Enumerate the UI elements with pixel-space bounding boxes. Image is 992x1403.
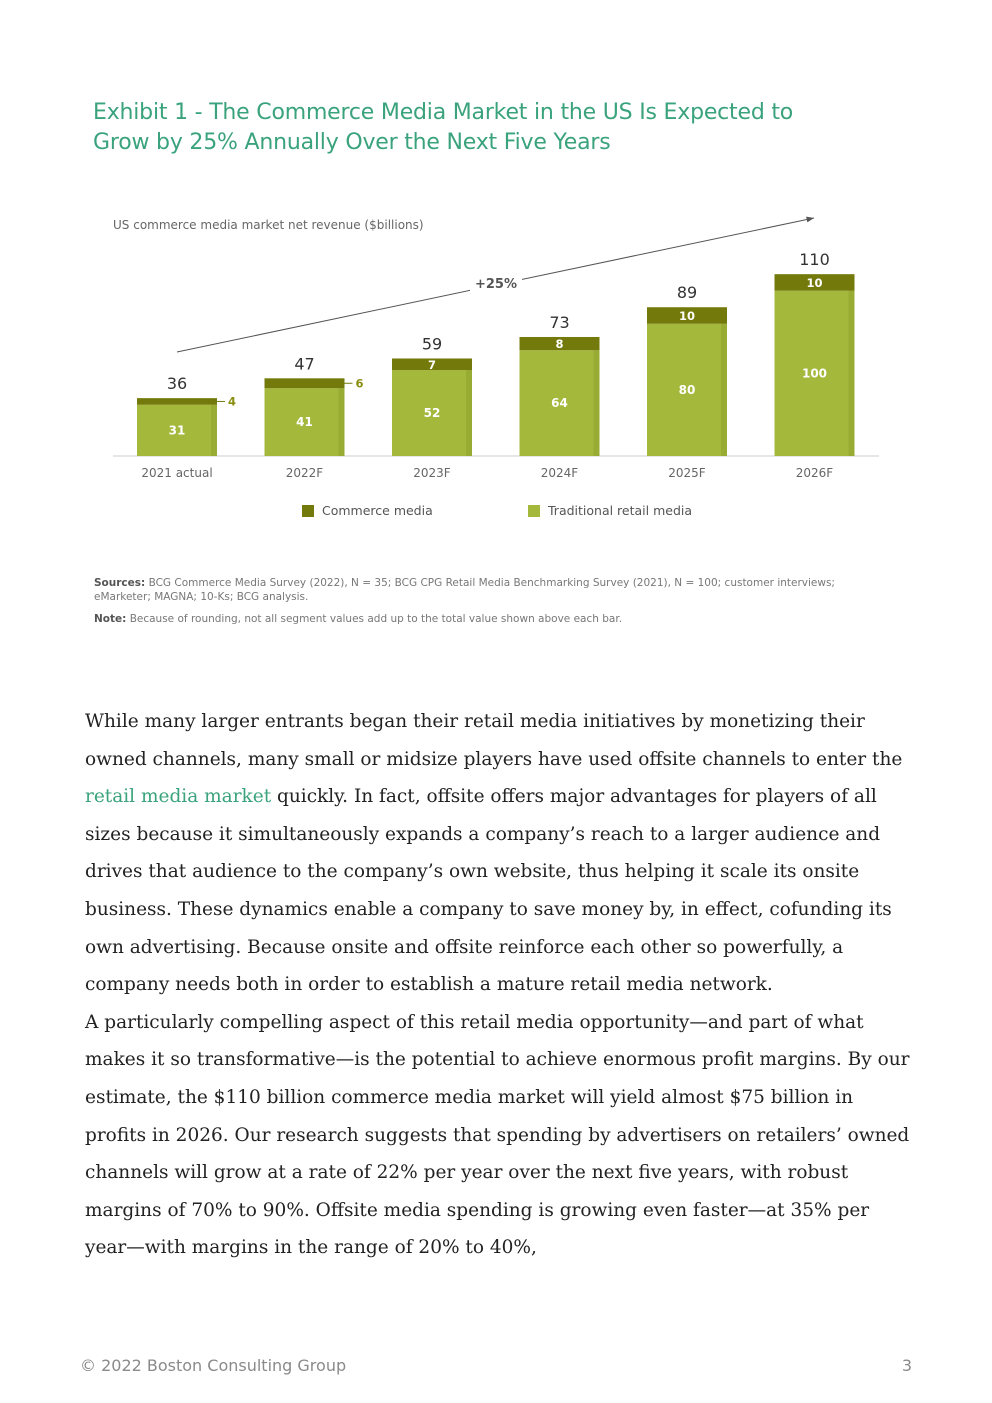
data-label-commerce: 7 [428,358,436,372]
data-label-commerce: 10 [806,276,822,290]
x-tick-label: 2026F [796,466,834,480]
exhibit-title: Exhibit 1 - The Commerce Media Market in… [93,98,853,158]
paragraph-2: A particularly compelling aspect of this… [85,1011,910,1259]
bar-traditional-shade [466,370,472,456]
data-label-total: 47 [294,354,314,373]
legend-label-commerce-media: Commerce media [322,503,433,518]
bar-traditional-retail-media [392,370,472,456]
body-text: While many larger entrants began their r… [85,703,915,1267]
bar-traditional-shade [338,388,345,456]
data-label-traditional: 80 [679,383,696,397]
data-label-commerce: 8 [555,337,563,351]
bar-traditional-retail-media [774,290,855,456]
bar-traditional-shade [593,350,600,456]
bar-commerce-media [647,307,727,324]
page-number: 3 [901,1356,912,1375]
data-label-total: 110 [799,250,830,269]
x-tick-label: 2024F [541,466,579,480]
exhibit-title-line-2: Grow by 25% Annually Over the Next Five … [93,130,611,155]
bar-traditional-shade [848,290,855,456]
legend-swatch-commerce-media [302,505,314,517]
sources-label: Sources: [94,577,146,589]
data-label-traditional: 100 [802,366,827,380]
x-tick-label: 2022F [286,466,324,480]
bar-traditional-shade [211,404,217,456]
exhibit-title-line-1: Exhibit 1 - The Commerce Media Market in… [93,100,794,125]
bar-traditional-retail-media [519,350,600,456]
rounding-note: Note: Because of rounding, not all segme… [94,612,894,626]
paragraph-1-end: quickly. In fact, offsite offers major a… [85,786,892,996]
y-axis-label: US commerce media market net revenue ($b… [113,218,424,232]
paragraph-1-start: While many larger entrants began their r… [85,711,903,770]
data-label-traditional: 41 [296,415,313,429]
bar-commerce-media [392,358,472,371]
note-label: Note: [94,613,127,625]
data-label-commerce: 6 [356,376,364,390]
bar-traditional-shade [721,323,727,456]
paragraph-1: While many larger entrants began their r… [85,703,915,1004]
retail-media-market-link[interactable]: retail media market [85,786,272,808]
growth-label-bg [470,271,522,291]
sources-text: BCG Commerce Media Survey (2022), N = 35… [94,577,835,603]
data-label-traditional: 31 [169,423,186,437]
growth-arrow-head [806,216,814,223]
chart-canvas: US commerce media market net revenue ($b… [113,216,879,518]
bar-traditional-retail-media [647,323,727,456]
bar-commerce-media [264,378,345,389]
data-label-traditional: 52 [424,406,441,420]
stacked-bar-chart: US commerce media market net revenue ($b… [100,205,890,535]
data-label-total: 89 [677,283,697,302]
bar-traditional-retail-media [137,404,217,456]
x-tick-label: 2021 actual [141,466,212,480]
legend-label-traditional-retail-media: Traditional retail media [547,503,692,518]
legend-swatch-traditional-retail-media [528,505,540,517]
bar-traditional-retail-media [264,388,345,456]
bar-commerce-media [774,274,855,291]
growth-label: +25% [475,277,517,292]
footer-copyright: © 2022 Boston Consulting Group [80,1356,347,1375]
data-label-total: 73 [549,313,569,332]
data-label-commerce: 4 [228,394,236,408]
x-tick-label: 2025F [668,466,706,480]
data-label-traditional: 64 [551,396,568,410]
bar-commerce-media [137,398,217,405]
data-label-total: 36 [167,374,187,393]
bar-commerce-media [519,336,600,351]
data-label-total: 59 [422,334,442,353]
note-text: Because of rounding, not all segment val… [129,613,623,625]
sources-note: Sources: BCG Commerce Media Survey (2022… [94,576,894,604]
x-tick-label: 2023F [413,466,451,480]
data-label-commerce: 10 [679,309,695,323]
